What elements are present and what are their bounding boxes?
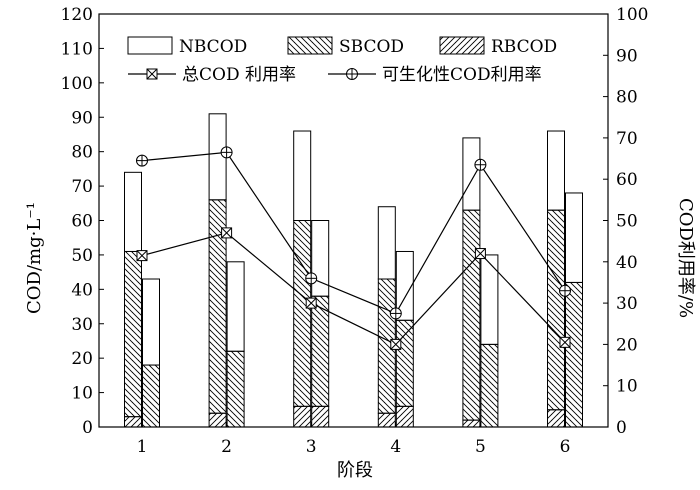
y2-tick-label: 40: [616, 253, 638, 273]
x-axis-title: 阶段: [337, 460, 373, 481]
x-tick-label: 2: [221, 437, 232, 457]
y-tick-label: 90: [71, 108, 93, 128]
plot-area: 0 10 20 30 40 50 60 70 80 90 100 110 120 0 10 20 30 40 50 6…: [61, 5, 649, 457]
bar-sbcod: [311, 295, 330, 407]
y-tick-label: 30: [71, 315, 93, 335]
bar-sbcod: [547, 209, 565, 411]
point-total-cod-cross: [305, 297, 317, 309]
bar-rbcod: [547, 409, 565, 428]
bar-nbcod: [293, 130, 312, 221]
point-total-cod-cross: [221, 227, 232, 239]
x-tick-label: 1: [137, 437, 148, 457]
bar-rbcod: [462, 419, 481, 428]
y-tick-label: 0: [82, 418, 93, 438]
x-tick-label: 3: [306, 437, 317, 457]
y2-axis-title: COD利用率/%: [675, 198, 696, 318]
y-tick-label: 80: [71, 143, 93, 163]
y2-tick-label: 60: [616, 170, 638, 190]
bar-sbcod: [293, 220, 312, 407]
bar-sbcod: [565, 281, 583, 428]
bar-rbcod: [377, 412, 396, 428]
legend-swatch-nbcod: [127, 36, 173, 55]
legend-label-sbcod: SBCOD: [339, 37, 404, 57]
line-total-cod: [141, 232, 566, 346]
y-tick-label: 110: [61, 39, 93, 59]
y-tick-label: 50: [71, 246, 93, 266]
legend-label-rbcod: RBCOD: [491, 37, 557, 57]
bar-nbcod: [462, 137, 481, 211]
legend-marker-bio-cod: [328, 68, 376, 80]
y-tick-label: 120: [61, 5, 93, 25]
legend: NBCOD SBCOD RBCOD 总COD 利用率 可生化性COD利用率: [127, 36, 557, 85]
bar-sbcod: [142, 364, 160, 428]
bar-nbcod: [142, 278, 160, 366]
legend-label-nbcod: NBCOD: [179, 37, 247, 57]
y2-tick-label: 90: [616, 46, 638, 66]
bar-rbcod: [124, 416, 142, 428]
bar-sbcod: [462, 209, 481, 421]
y2-tick-label: 10: [616, 377, 638, 397]
bar-nbcod: [547, 130, 565, 211]
y2-tick-label: 30: [616, 294, 638, 314]
y-tick-label: 10: [71, 384, 93, 404]
bar-nbcod: [124, 171, 142, 252]
point-total-cod-cross: [559, 336, 571, 348]
y2-tick-label: 70: [616, 129, 638, 149]
point-total-cod-cross: [136, 250, 148, 261]
y2-tick-label: 50: [616, 212, 638, 232]
x-tick-label: 4: [390, 437, 401, 457]
y2-tick-label: 80: [616, 88, 638, 108]
y-tick-label: 20: [71, 349, 93, 369]
bar-sbcod: [480, 343, 499, 428]
y2-tick-label: 20: [616, 335, 638, 355]
point-total-cod-cross: [390, 339, 402, 350]
bar-sbcod: [124, 250, 142, 418]
x-tick-label: 6: [560, 437, 571, 457]
y-axis-title: COD/mg·L⁻¹: [24, 202, 45, 314]
y-tick-label: 60: [71, 212, 93, 232]
y-tick-label: 40: [71, 280, 93, 300]
bar-rbcod: [293, 405, 312, 428]
y2-tick-label: 100: [616, 5, 648, 25]
legend-swatch-sbcod: [287, 36, 333, 55]
legend-swatch-rbcod: [439, 36, 485, 55]
legend-marker-total-cod: [128, 68, 176, 80]
bar-rbcod: [395, 405, 414, 428]
x-tick-label: 5: [475, 437, 486, 457]
bar-nbcod: [226, 261, 245, 352]
y2-tick-label: 0: [616, 418, 627, 438]
point-total-cod-cross: [475, 248, 486, 259]
y-tick-label: 70: [71, 177, 93, 197]
bar-nbcod: [480, 254, 499, 345]
bar-rbcod: [311, 405, 330, 428]
y-tick-label: 100: [61, 74, 93, 94]
bar-rbcod: [208, 412, 227, 428]
bar-sbcod: [395, 319, 414, 407]
bar-nbcod: [565, 192, 583, 283]
bar-nbcod: [377, 206, 396, 280]
bar-sbcod: [226, 350, 245, 428]
legend-label-total-cod: 总COD 利用率: [182, 65, 296, 85]
plot-frame: [98, 13, 609, 428]
line-bio-cod: [141, 151, 566, 315]
legend-label-bio-cod: 可生化性COD利用率: [382, 65, 542, 85]
